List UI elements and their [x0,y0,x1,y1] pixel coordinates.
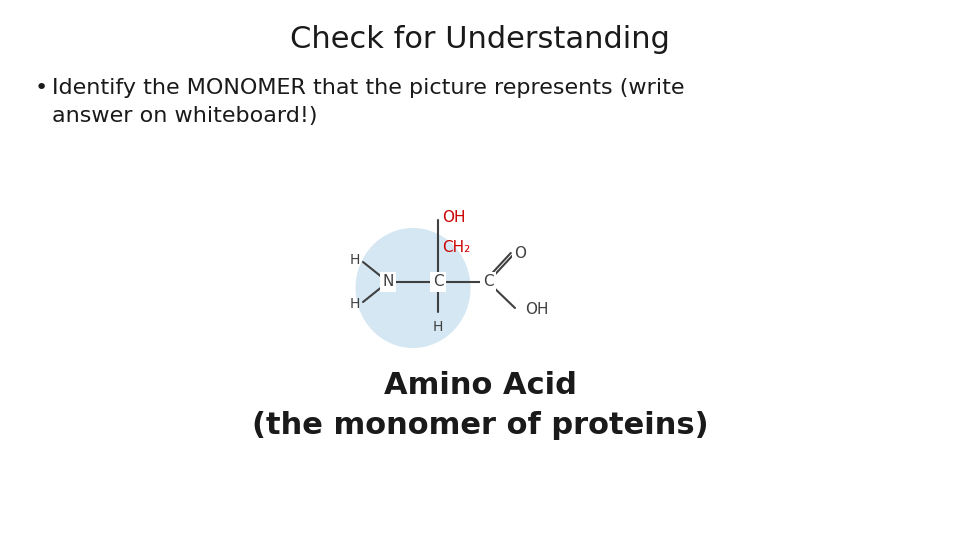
Text: N: N [382,274,394,289]
Ellipse shape [355,228,470,348]
Text: H: H [349,297,360,311]
Text: O: O [514,246,526,260]
Text: OH: OH [525,302,548,318]
Text: CH₂: CH₂ [442,240,470,255]
Text: C: C [433,274,444,289]
Text: H: H [433,320,444,334]
Text: (the monomer of proteins): (the monomer of proteins) [252,410,708,440]
Text: H: H [349,253,360,267]
Text: Amino Acid: Amino Acid [384,370,576,400]
Text: •: • [35,78,48,98]
Text: OH: OH [442,211,466,226]
Text: Identify the MONOMER that the picture represents (write
answer on whiteboard!): Identify the MONOMER that the picture re… [52,78,684,126]
Text: Check for Understanding: Check for Understanding [290,25,670,54]
Text: C: C [483,274,493,289]
